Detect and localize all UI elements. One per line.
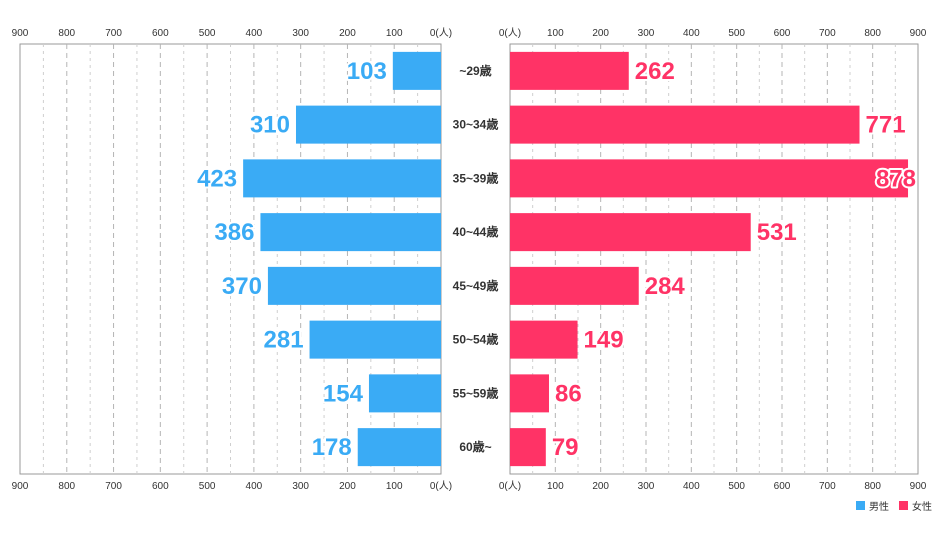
left-tick-label-bottom: 200 [339, 481, 356, 492]
value-label-female: 262 [635, 58, 675, 85]
category-label: 55~59歳 [453, 385, 499, 400]
right-tick-label-top: 300 [638, 28, 655, 39]
left-tick-label-bottom: 500 [199, 481, 216, 492]
legend-item-female: 女性 [899, 498, 932, 513]
value-label-female: 531 [757, 219, 797, 246]
left-tick-label-top: 600 [152, 28, 169, 39]
left-tick-label-top: 900 [12, 28, 29, 39]
bar-male [309, 320, 441, 359]
bar-female [510, 51, 629, 90]
right-tick-label-bottom: 700 [819, 481, 836, 492]
bar-male [295, 105, 441, 144]
value-label-female: 79 [552, 434, 579, 461]
right-tick-label-top: 900 [910, 28, 927, 39]
category-label: 35~39歳 [453, 170, 499, 185]
value-label-female: 284 [645, 273, 686, 300]
right-tick-label-bottom: 900 [910, 481, 927, 492]
legend-label-female: 女性 [912, 502, 932, 513]
bar-female [510, 266, 639, 305]
value-label-female: 878 [876, 165, 916, 192]
bar-male [260, 213, 441, 252]
value-label-male: 423 [197, 165, 237, 192]
right-tick-label-bottom: 600 [774, 481, 791, 492]
bar-female [510, 105, 860, 144]
category-label: 40~44歳 [453, 224, 499, 239]
value-label-male: 310 [250, 112, 290, 139]
bar-female [510, 374, 549, 413]
left-tick-label-bottom: 100 [386, 481, 403, 492]
value-label-male: 154 [323, 380, 364, 407]
left-tick-label-top: 700 [105, 28, 122, 39]
value-label-male: 281 [264, 327, 304, 354]
value-label-male: 386 [214, 219, 254, 246]
left-tick-label-top: 300 [292, 28, 309, 39]
right-tick-label-bottom: 500 [728, 481, 745, 492]
right-tick-label-top: 500 [728, 28, 745, 39]
bar-male [368, 374, 441, 413]
right-tick-label-top: 400 [683, 28, 700, 39]
value-label-male: 178 [312, 434, 352, 461]
legend-swatch-female [899, 501, 908, 510]
bar-female [510, 428, 546, 467]
category-label: 50~54歳 [453, 332, 499, 347]
right-tick-label-top: 600 [774, 28, 791, 39]
right-tick-label-bottom: 100 [547, 481, 564, 492]
category-label: 60歳~ [459, 439, 491, 454]
left-tick-label-bottom: 300 [292, 481, 309, 492]
left-tick-label-top: 0(人) [430, 27, 452, 39]
category-label: ~29歳 [459, 63, 491, 78]
bar-female [510, 320, 578, 359]
category-label: 45~49歳 [453, 278, 499, 293]
right-tick-label-top: 100 [547, 28, 564, 39]
left-tick-label-bottom: 400 [246, 481, 263, 492]
left-tick-label-top: 500 [199, 28, 216, 39]
right-tick-label-top: 0(人) [499, 27, 521, 39]
right-tick-label-bottom: 400 [683, 481, 700, 492]
right-tick-label-bottom: 200 [592, 481, 609, 492]
legend-item-male: 男性 [856, 498, 889, 513]
category-label: 30~34歳 [453, 117, 499, 132]
left-tick-label-top: 100 [386, 28, 403, 39]
legend: 男性 女性 [856, 498, 932, 513]
left-tick-label-bottom: 600 [152, 481, 169, 492]
bar-female [510, 159, 909, 198]
value-label-female: 86 [555, 380, 582, 407]
right-tick-label-top: 200 [592, 28, 609, 39]
right-tick-label-bottom: 300 [638, 481, 655, 492]
value-label-female: 149 [584, 327, 624, 354]
right-tick-label-bottom: 800 [864, 481, 881, 492]
left-tick-label-top: 800 [58, 28, 75, 39]
left-tick-label-bottom: 900 [12, 481, 29, 492]
left-tick-label-bottom: 800 [58, 481, 75, 492]
bar-male [357, 428, 441, 467]
legend-label-male: 男性 [869, 502, 889, 513]
left-tick-label-bottom: 0(人) [430, 480, 452, 492]
value-label-male: 103 [347, 58, 387, 85]
bar-male [267, 266, 441, 305]
bar-male [243, 159, 441, 198]
right-tick-label-top: 800 [864, 28, 881, 39]
left-tick-label-top: 200 [339, 28, 356, 39]
right-tick-label-top: 700 [819, 28, 836, 39]
left-tick-label-bottom: 700 [105, 481, 122, 492]
left-tick-label-top: 400 [246, 28, 263, 39]
legend-swatch-male [856, 501, 865, 510]
value-label-male: 370 [222, 273, 262, 300]
bar-male [392, 51, 441, 90]
value-label-female: 771 [866, 112, 906, 139]
right-tick-label-bottom: 0(人) [499, 480, 521, 492]
bar-female [510, 213, 751, 252]
